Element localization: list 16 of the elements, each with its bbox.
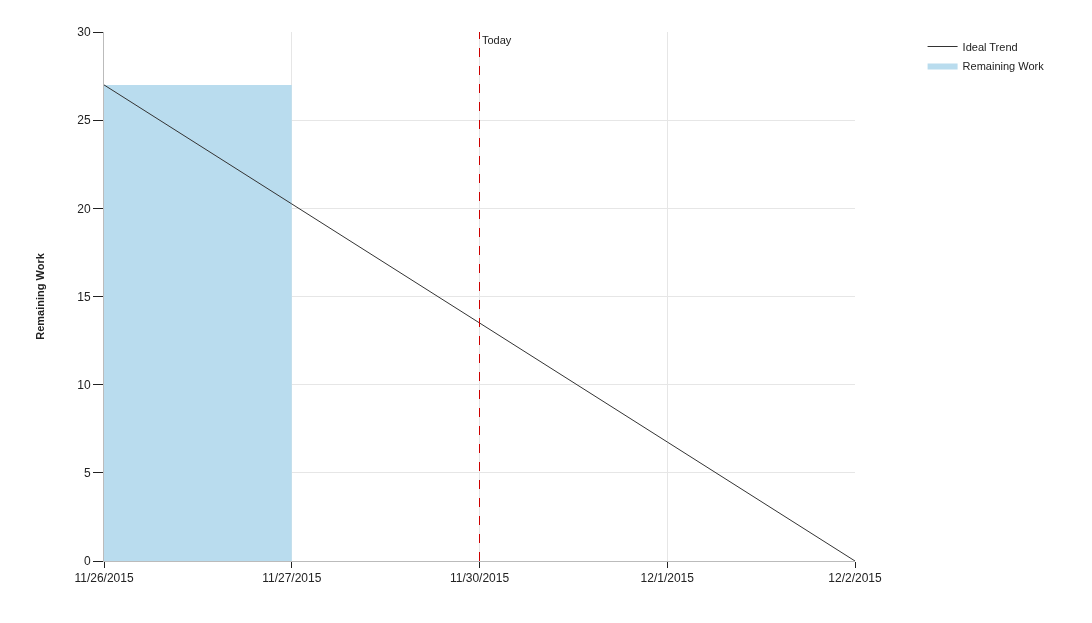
y-tick-label: 30 [77,25,91,40]
x-tick-label: 12/1/2015 [640,571,695,586]
x-tick-label: 11/27/2015 [262,571,322,586]
y-axis-title: Remaining Work [33,252,46,340]
y-tick-label: 20 [77,201,91,216]
y-tick-label: 5 [83,466,91,481]
y-tick-label: 10 [77,377,91,392]
y-tick-label: 25 [77,113,91,128]
y-tick-label: 0 [83,554,91,569]
legend-label: Ideal Trend [962,40,1018,53]
x-tick-label: 11/30/2015 [449,571,510,586]
x-tick-label: 12/2/2015 [828,571,883,586]
x-tick-label: 11/26/2015 [74,571,134,586]
y-tick-label: 15 [77,289,91,304]
ref-line-label: Today [482,34,512,46]
legend-label: Remaining Work [962,59,1045,72]
